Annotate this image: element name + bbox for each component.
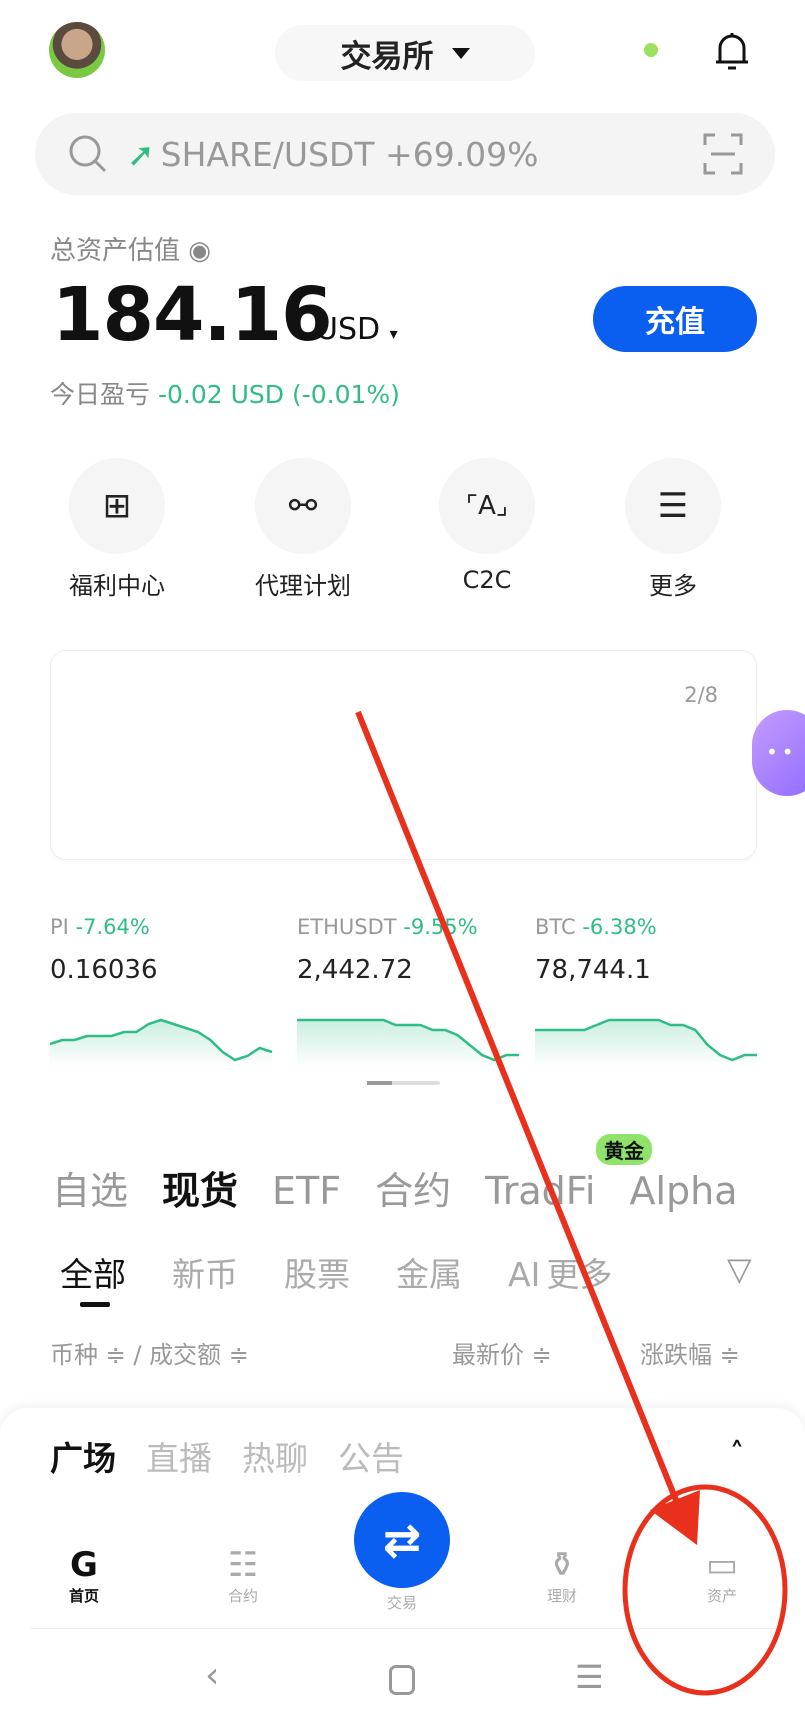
feed-tab-news[interactable]: 公告 [338, 1439, 404, 1478]
feed-tab-live[interactable]: 直播 [146, 1439, 212, 1478]
nav-home[interactable]: G 首页 [34, 1545, 134, 1606]
total-assets-value: 184.16 [52, 272, 333, 358]
gift-icon: ⊞ [69, 458, 165, 554]
eye-icon[interactable]: ◉ [188, 236, 211, 266]
system-recents-icon[interactable]: ☰ [575, 1658, 604, 1696]
today-pnl: 今日盈亏 -0.02 USD (-0.01%) [50, 380, 400, 409]
search-icon [69, 135, 107, 173]
quick-action-rewards[interactable]: ⊞ 福利中心 [69, 458, 165, 601]
sparkline-area [50, 1020, 272, 1067]
ticker-eth[interactable]: ETHUSDT -9.55% 2,442.72 [297, 915, 478, 985]
tab-spot[interactable]: 现货 [162, 1169, 239, 1213]
filter-icon[interactable]: ▽ [727, 1250, 752, 1288]
market-tabs: 自选 现货 ETF 合约 TradFi Alpha [52, 1160, 772, 1215]
nav-assets[interactable]: ▭ 资产 [672, 1545, 772, 1606]
total-assets-label: 总资产估值 ◉ [50, 236, 211, 266]
money-bag-icon: ⚱ [547, 1545, 577, 1585]
c2c-icon: ⌜A⌟ [439, 458, 535, 554]
subtab-underline [80, 1302, 110, 1307]
swap-icon: ⇄ [382, 1513, 422, 1567]
deposit-button[interactable]: 充值 [593, 286, 757, 352]
home-icon: G [70, 1545, 98, 1585]
hierarchy-icon: ⚯ [255, 458, 351, 554]
nav-trade-label: 交易 [386, 1594, 417, 1612]
scan-icon[interactable] [703, 133, 743, 175]
wallet-icon: ▭ [705, 1545, 739, 1585]
system-home-icon[interactable] [389, 1665, 415, 1695]
exchange-title: 交易所 [340, 38, 434, 75]
currency-selector[interactable]: USD ▾ [316, 312, 398, 347]
quick-action-c2c[interactable]: ⌜A⌟ C2C [439, 458, 535, 594]
subtab-more[interactable]: 更多 [546, 1255, 613, 1294]
menu-icon: ☰ [625, 458, 721, 554]
sub-tabs: 全部 新币 股票 金属 AI 更多 [60, 1248, 658, 1296]
nav-earn[interactable]: ⚱ 理财 [512, 1545, 612, 1606]
subtab-new[interactable]: 新币 [172, 1255, 238, 1294]
carousel-indicator [367, 1081, 440, 1085]
avatar[interactable] [49, 22, 105, 78]
subtab-all[interactable]: 全部 [60, 1255, 126, 1294]
contract-icon: ☷ [227, 1545, 259, 1585]
quick-action-affiliate[interactable]: ⚯ 代理计划 [255, 458, 351, 601]
tab-futures[interactable]: 合约 [375, 1169, 452, 1213]
ticker-btc[interactable]: BTC -6.38% 78,744.1 [535, 915, 657, 985]
chevron-up-icon[interactable]: ˄ [730, 1436, 744, 1469]
sparkline-area [297, 1020, 519, 1067]
tab-tradfi[interactable]: TradFi [485, 1169, 596, 1213]
exchange-switcher[interactable]: 交易所 [275, 25, 535, 81]
sparkline-pi [49, 1018, 273, 1062]
system-back-icon[interactable]: ‹ [205, 1655, 220, 1696]
tab-etf[interactable]: ETF [272, 1169, 342, 1213]
subtab-stocks[interactable]: 股票 [284, 1255, 350, 1294]
search-bar[interactable]: ➚ SHARE/USDT +69.09% [35, 113, 775, 195]
trade-button[interactable]: ⇄ [354, 1492, 450, 1588]
col-price[interactable]: 最新价 ≑ [452, 1341, 552, 1369]
coin-icon[interactable] [644, 43, 658, 57]
tab-watchlist[interactable]: 自选 [52, 1169, 129, 1213]
ticker-pi[interactable]: PI -7.64% 0.16036 [50, 915, 158, 985]
col-pair[interactable]: 币种 ≑ / 成交额 ≑ [50, 1341, 249, 1369]
sparkline-area [535, 1020, 757, 1067]
banner-page-indicator: 2/8 [684, 683, 718, 707]
bell-icon[interactable] [712, 30, 752, 72]
nav-futures[interactable]: ☷ 合约 [193, 1545, 293, 1606]
caret-down-icon [451, 47, 470, 59]
subtab-metals[interactable]: 金属 [396, 1255, 462, 1294]
banner-carousel[interactable]: 2/8 [50, 650, 757, 860]
trending-up-icon: ➚ [127, 134, 155, 174]
sparklines [49, 1018, 757, 1067]
col-change[interactable]: 涨跌幅 ≑ [640, 1341, 740, 1369]
feed-tabs: 广场 直播 热聊 公告 [50, 1432, 450, 1480]
feed-tab-chat[interactable]: 热聊 [242, 1439, 308, 1478]
divider [30, 1628, 775, 1629]
tab-alpha[interactable]: Alpha [629, 1169, 738, 1213]
feed-tab-square[interactable]: 广场 [50, 1439, 116, 1478]
subtab-ai[interactable]: AI [508, 1255, 541, 1294]
quick-action-more[interactable]: ☰ 更多 [625, 458, 721, 601]
assistant-bubble[interactable]: •• [752, 710, 805, 796]
search-suggestion: SHARE/USDT +69.09% [160, 134, 539, 174]
